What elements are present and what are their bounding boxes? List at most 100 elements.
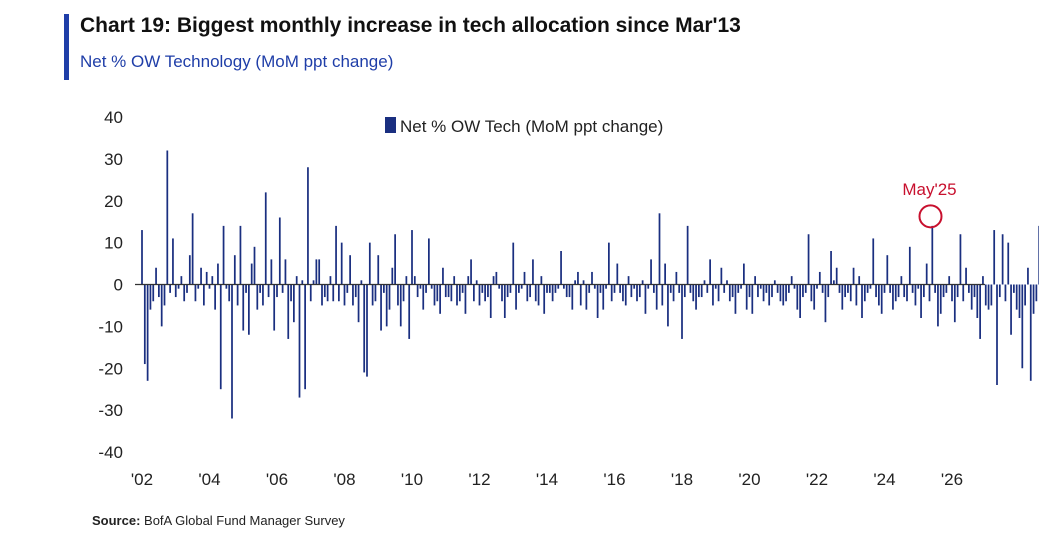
bar	[948, 276, 951, 285]
source-note: Source: BofA Global Fund Manager Survey	[92, 513, 345, 528]
bar	[222, 225, 225, 285]
bar	[942, 284, 945, 298]
bar	[878, 284, 880, 306]
bar	[312, 280, 315, 285]
bar	[565, 284, 568, 298]
bar	[405, 276, 408, 285]
legend-swatch	[385, 117, 396, 133]
bar	[253, 246, 256, 285]
bar	[818, 271, 821, 285]
bar	[675, 271, 678, 285]
bar	[264, 192, 267, 285]
bar	[318, 259, 321, 285]
bar	[430, 284, 433, 289]
bar	[236, 284, 239, 306]
bar	[965, 267, 967, 285]
bar	[692, 284, 695, 302]
bar	[219, 284, 222, 390]
bar	[765, 284, 768, 293]
bar	[177, 284, 180, 289]
bar	[293, 284, 295, 323]
bar	[937, 284, 939, 327]
bar	[456, 284, 458, 306]
y-tick-label: -30	[98, 401, 123, 420]
bar	[520, 284, 523, 289]
x-tick-label: '04	[198, 470, 220, 489]
bar	[588, 284, 591, 293]
bar	[931, 225, 934, 285]
bar	[720, 267, 723, 285]
bar	[518, 284, 520, 293]
bar	[678, 284, 681, 293]
bar	[394, 234, 396, 285]
bar	[703, 280, 706, 285]
bar	[641, 280, 644, 285]
bar	[1007, 242, 1010, 285]
bar	[563, 284, 565, 289]
bar	[340, 242, 343, 285]
bar	[349, 255, 351, 285]
bar	[821, 284, 824, 293]
bar	[599, 284, 602, 293]
bar	[233, 255, 236, 285]
bar	[579, 284, 582, 306]
bar	[872, 238, 875, 285]
bar	[591, 271, 593, 285]
bar	[827, 284, 830, 298]
x-tick-label: '22	[806, 470, 828, 489]
bar	[574, 280, 576, 285]
bar	[824, 284, 827, 323]
bar	[489, 284, 492, 318]
bar	[225, 284, 228, 289]
bar	[453, 276, 456, 285]
bar	[346, 284, 349, 293]
bar	[478, 284, 481, 306]
bar	[939, 284, 942, 314]
y-tick-label: 40	[104, 108, 123, 127]
bar	[239, 225, 242, 285]
bar	[669, 284, 672, 293]
bar	[593, 284, 596, 289]
bar	[436, 284, 439, 302]
bar	[841, 284, 844, 310]
bar	[540, 276, 543, 285]
bar	[638, 284, 641, 298]
bar	[262, 284, 264, 306]
bar	[610, 284, 613, 302]
bar	[534, 284, 537, 302]
bar	[858, 276, 861, 285]
bar	[419, 284, 422, 289]
bar	[788, 284, 790, 293]
bar	[700, 284, 703, 298]
y-tick-label: 30	[104, 150, 123, 169]
bar	[501, 284, 503, 302]
bar	[281, 284, 284, 293]
bar	[458, 284, 461, 302]
bar	[962, 284, 965, 302]
bar	[748, 284, 751, 298]
bar	[1021, 284, 1024, 369]
x-tick-label: '10	[401, 470, 423, 489]
bar	[321, 284, 323, 306]
bar	[217, 263, 219, 285]
bar	[681, 284, 683, 339]
bar	[914, 284, 917, 306]
bar	[979, 284, 981, 339]
bar	[951, 284, 953, 302]
bar	[953, 284, 956, 323]
bar	[231, 284, 233, 419]
bar	[906, 284, 908, 302]
bar	[644, 284, 647, 314]
bar	[439, 284, 441, 314]
bar-series	[141, 150, 1039, 419]
bar	[208, 284, 211, 289]
bar	[672, 284, 675, 302]
bar	[968, 284, 970, 293]
bar	[174, 284, 177, 298]
bar	[838, 284, 841, 293]
bar	[245, 284, 247, 293]
bar	[605, 284, 607, 289]
bar	[357, 284, 360, 323]
bar	[284, 259, 287, 285]
bar	[807, 234, 810, 285]
